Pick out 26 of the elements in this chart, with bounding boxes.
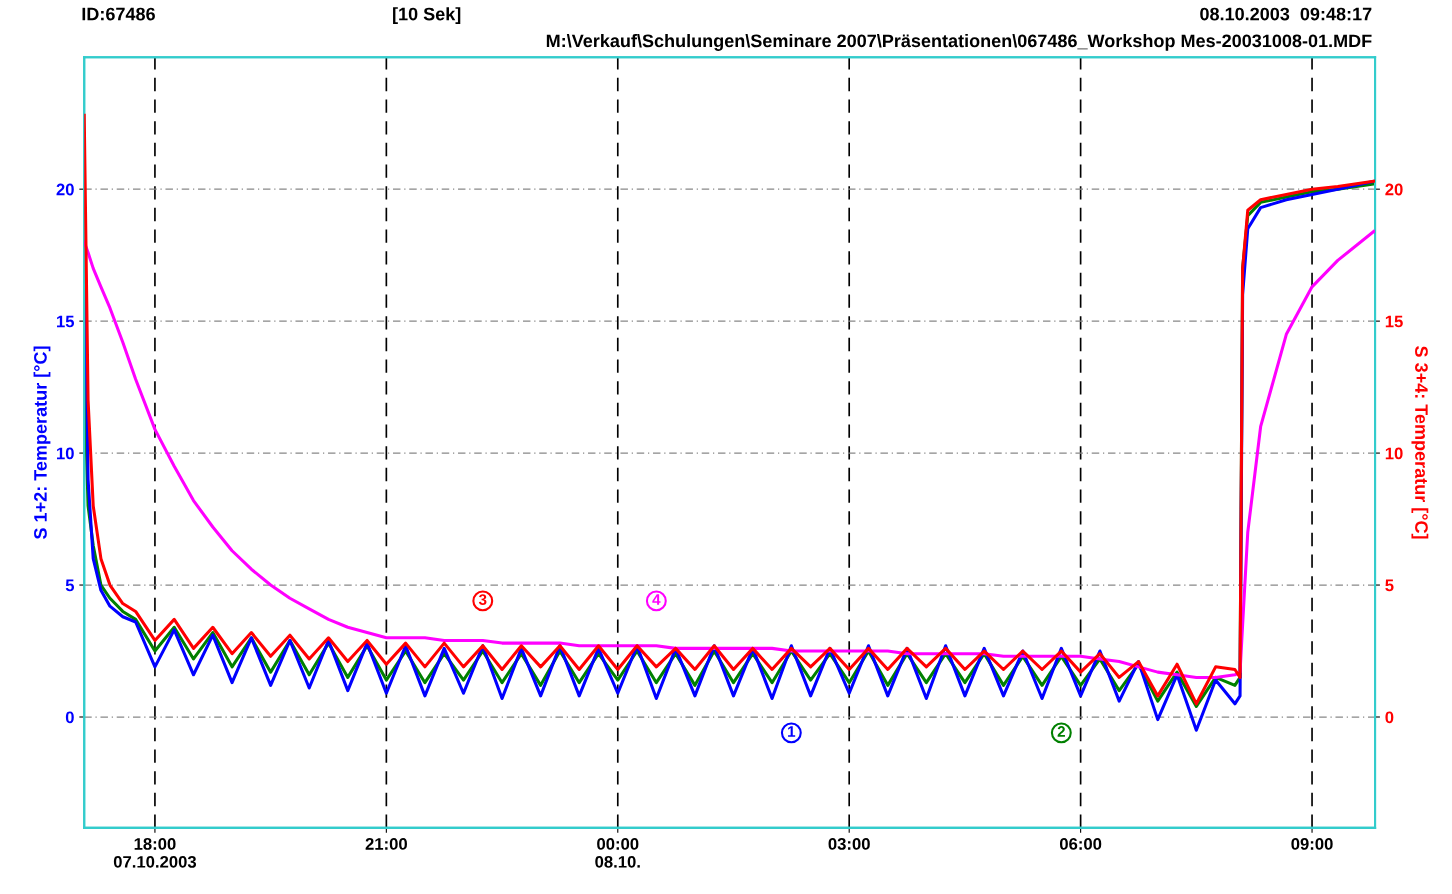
y2-tick-label: 10 xyxy=(1385,447,1403,460)
text: 3 xyxy=(478,594,487,605)
x-tick-label: 21:00 xyxy=(365,838,407,850)
text: [10 Sek] xyxy=(393,7,461,24)
text: 08.10.2003 09:48:17 xyxy=(1200,7,1372,21)
x-tick-label: 18:00 07.10.2003 xyxy=(113,838,197,868)
y-tick-label: 0 xyxy=(65,711,74,724)
text: 4 xyxy=(652,594,661,605)
x-tick-label: 00:00 08.10. xyxy=(595,838,640,868)
chart-subtitle: M:\Verkauf\Schulungen\Seminare 2007\Präsentationen\067486_Workshop Mes-20031008-01.MDF xyxy=(546,33,1372,51)
y2-tick-label: 0 xyxy=(1385,711,1394,724)
y2-tick-label: 5 xyxy=(1385,579,1394,592)
text: 1 xyxy=(788,726,796,737)
y-tick-label: 10 xyxy=(57,447,74,460)
y2-axis-title: S 3+4: Temperatur [°C] xyxy=(1411,346,1429,539)
x-tick-label: 06:00 xyxy=(1059,838,1102,850)
chart-title: ID:67486 xyxy=(82,7,155,21)
x-tick-label: 03:00 xyxy=(828,838,870,850)
y-tick-label: 20 xyxy=(56,183,74,196)
y2-tick-label: 20 xyxy=(1385,183,1403,196)
x-tick-label: 09:00 xyxy=(1291,838,1333,850)
y-axis-title: S 1+2: Temperatur [°C] xyxy=(33,346,51,540)
y-tick-label: 5 xyxy=(65,579,75,592)
text: 2 xyxy=(1057,726,1065,737)
y-tick-label: 15 xyxy=(57,315,75,328)
y2-tick-label: 15 xyxy=(1385,315,1403,328)
